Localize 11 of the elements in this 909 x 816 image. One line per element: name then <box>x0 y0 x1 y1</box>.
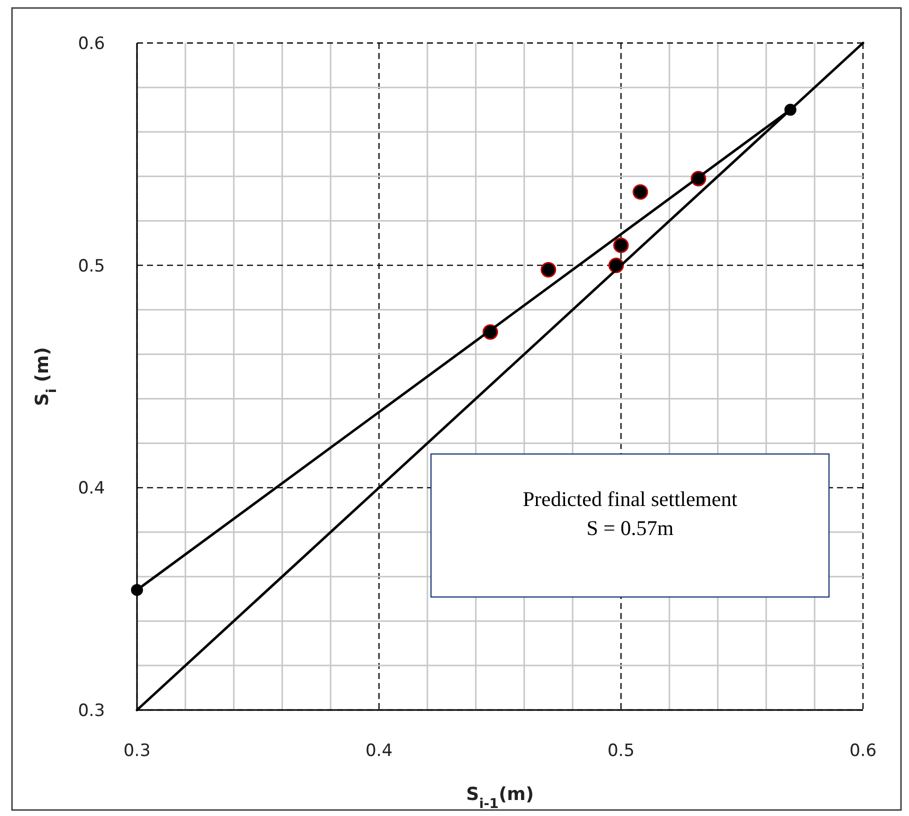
y-tick-label: 0.4 <box>78 478 105 499</box>
y-tick-label: 0.6 <box>78 34 105 54</box>
x-tick-label: 0.5 <box>607 741 635 761</box>
x-axis-title: S$_{i-1}$(m) <box>466 784 534 812</box>
y-tick-label: 0.5 <box>78 256 105 276</box>
x-tick-label: 0.6 <box>849 741 877 761</box>
annotation: Predicted final settlement S = 0.57m <box>522 487 738 540</box>
text-box: Predicted final settlement S = 0.57m <box>430 453 830 598</box>
y-tick-label: 0.3 <box>78 701 105 721</box>
x-tick-label: 0.4 <box>365 741 393 761</box>
x-tick-label: 0.3 <box>123 741 151 761</box>
